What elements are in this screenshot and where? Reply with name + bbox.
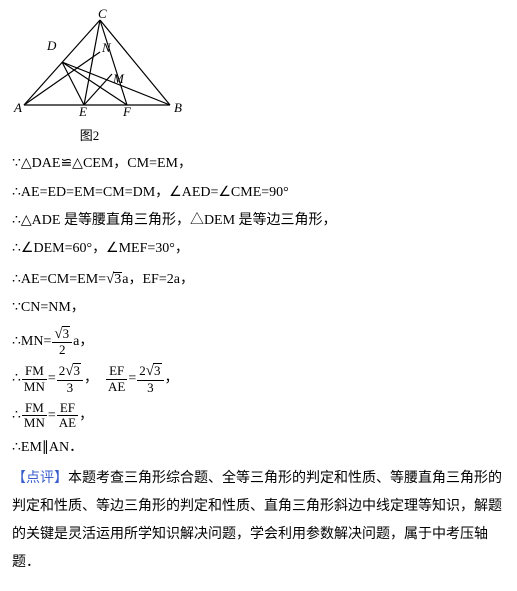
svg-text:M: M: [112, 71, 125, 86]
text: a，: [73, 334, 93, 349]
sqrt-3: 3: [113, 272, 122, 287]
text: ∴MN=: [12, 334, 51, 349]
review-paragraph: 【点评】本题考查三角形综合题、全等三角形的判定和性质、等腰直角三角形的判定和性质…: [12, 465, 509, 577]
fraction-2r3-3b: 2√33: [137, 363, 163, 395]
proof-line-7: ∴MN=√32a，: [12, 326, 509, 358]
svg-text:N: N: [101, 40, 112, 55]
svg-text:E: E: [78, 104, 87, 118]
equals: =: [48, 408, 56, 423]
proof-line-1: ∵△DAE≌△CEM，CM=EM，: [12, 153, 509, 175]
text: ∴: [12, 371, 21, 386]
svg-text:C: C: [98, 8, 107, 21]
svg-text:A: A: [13, 100, 22, 115]
review-body: 本题考查三角形综合题、全等三角形的判定和性质、等腰直角三角形的判定和性质、等边三…: [12, 471, 502, 570]
proof-line-10: ∴EM∥AN．: [12, 437, 509, 459]
equals: =: [48, 371, 56, 386]
proof-line-4: ∴∠DEM=60°，∠MEF=30°，: [12, 238, 509, 260]
proof-line-2: ∴AE=ED=EM=CM=DM，∠AED=∠CME=90°: [12, 182, 509, 204]
equals: =: [128, 371, 136, 386]
text: a，EF=2a，: [122, 272, 194, 287]
proof-line-9: ∴FMMN=EFAE，: [12, 401, 509, 431]
text: ，: [79, 408, 93, 423]
svg-text:F: F: [122, 104, 132, 118]
text: ∴AE=CM=EM=: [12, 272, 106, 287]
proof-line-6: ∵CN=NM，: [12, 297, 509, 319]
comma: ，: [165, 371, 179, 386]
proof-line-5: ∴AE=CM=EM=√3a，EF=2a，: [12, 267, 509, 291]
svg-text:B: B: [174, 100, 182, 115]
comma: ，: [84, 371, 98, 386]
proof-line-8: ∴FMMN=2√33， EFAE=2√33，: [12, 363, 509, 395]
proof-line-3: ∴△ADE 是等腰直角三角形，△DEM 是等边三角形，: [12, 210, 509, 232]
review-label: 【点评】: [12, 471, 68, 486]
diagram-svg: A B C D E F M N: [12, 8, 192, 118]
fraction-ef-ae: EFAE: [106, 364, 127, 394]
text: ∴: [12, 408, 21, 423]
diagram-caption: 图2: [12, 126, 167, 147]
svg-text:D: D: [46, 38, 57, 53]
fraction-fm-mn-b: FMMN: [22, 401, 47, 431]
fraction-mn: √32: [52, 326, 72, 358]
fraction-2r3-3a: 2√33: [57, 363, 83, 395]
fraction-ef-ae-b: EFAE: [57, 401, 78, 431]
geometry-diagram: A B C D E F M N 图2: [12, 8, 509, 147]
fraction-fm-mn: FMMN: [22, 364, 47, 394]
